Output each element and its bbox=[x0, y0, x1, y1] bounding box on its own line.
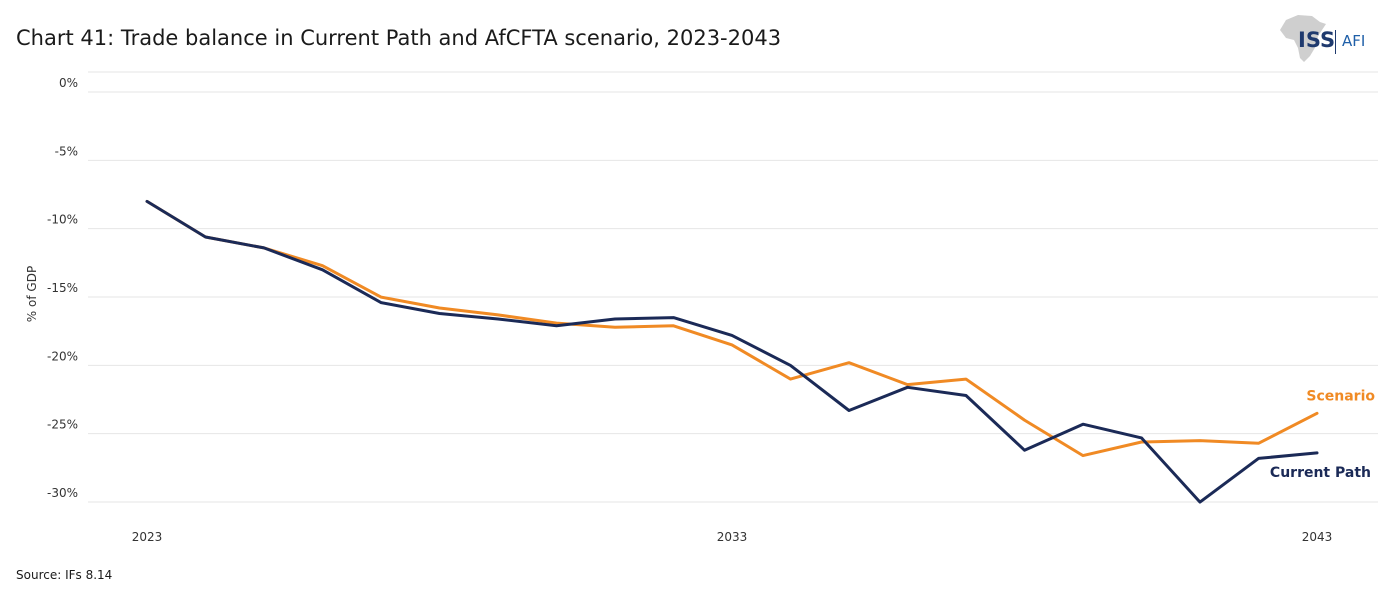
series-label-current-path: Current Path bbox=[1270, 465, 1371, 481]
y-axis-ticks: 0% -5% -10% -15% -20% -25% -30% bbox=[47, 76, 78, 500]
x-tick-label: 2043 bbox=[1302, 530, 1333, 544]
iss-afi-logo: ISS AFI bbox=[1276, 10, 1372, 66]
series-line-current-path bbox=[145, 199, 1319, 504]
y-tick-label: -30% bbox=[47, 486, 78, 500]
y-tick-label: -5% bbox=[55, 144, 78, 158]
y-axis-label: % of GDP bbox=[25, 266, 39, 322]
logo-separator bbox=[1335, 30, 1336, 54]
source-note: Source: IFs 8.14 bbox=[16, 568, 113, 582]
series-label-scenario: Scenario bbox=[1306, 388, 1375, 404]
y-tick-label: 0% bbox=[59, 76, 78, 90]
y-tick-label: -15% bbox=[47, 281, 78, 295]
series-labels: Scenario Current Path bbox=[1270, 388, 1375, 481]
series-line-scenario bbox=[145, 199, 1319, 458]
x-axis-ticks: 2023 2033 2043 bbox=[132, 530, 1333, 544]
x-tick-label: 2033 bbox=[717, 530, 748, 544]
x-tick-label: 2023 bbox=[132, 530, 163, 544]
y-tick-label: -20% bbox=[47, 349, 78, 363]
logo-afi-text: AFI bbox=[1342, 32, 1366, 50]
africa-map-icon bbox=[1280, 15, 1326, 62]
chart-title: Chart 41: Trade balance in Current Path … bbox=[16, 26, 782, 50]
logo-iss-text: ISS bbox=[1298, 28, 1336, 52]
y-tick-label: -10% bbox=[47, 213, 78, 227]
series-lines bbox=[145, 199, 1319, 504]
grid-lines bbox=[88, 71, 1378, 503]
y-tick-label: -25% bbox=[47, 418, 78, 432]
